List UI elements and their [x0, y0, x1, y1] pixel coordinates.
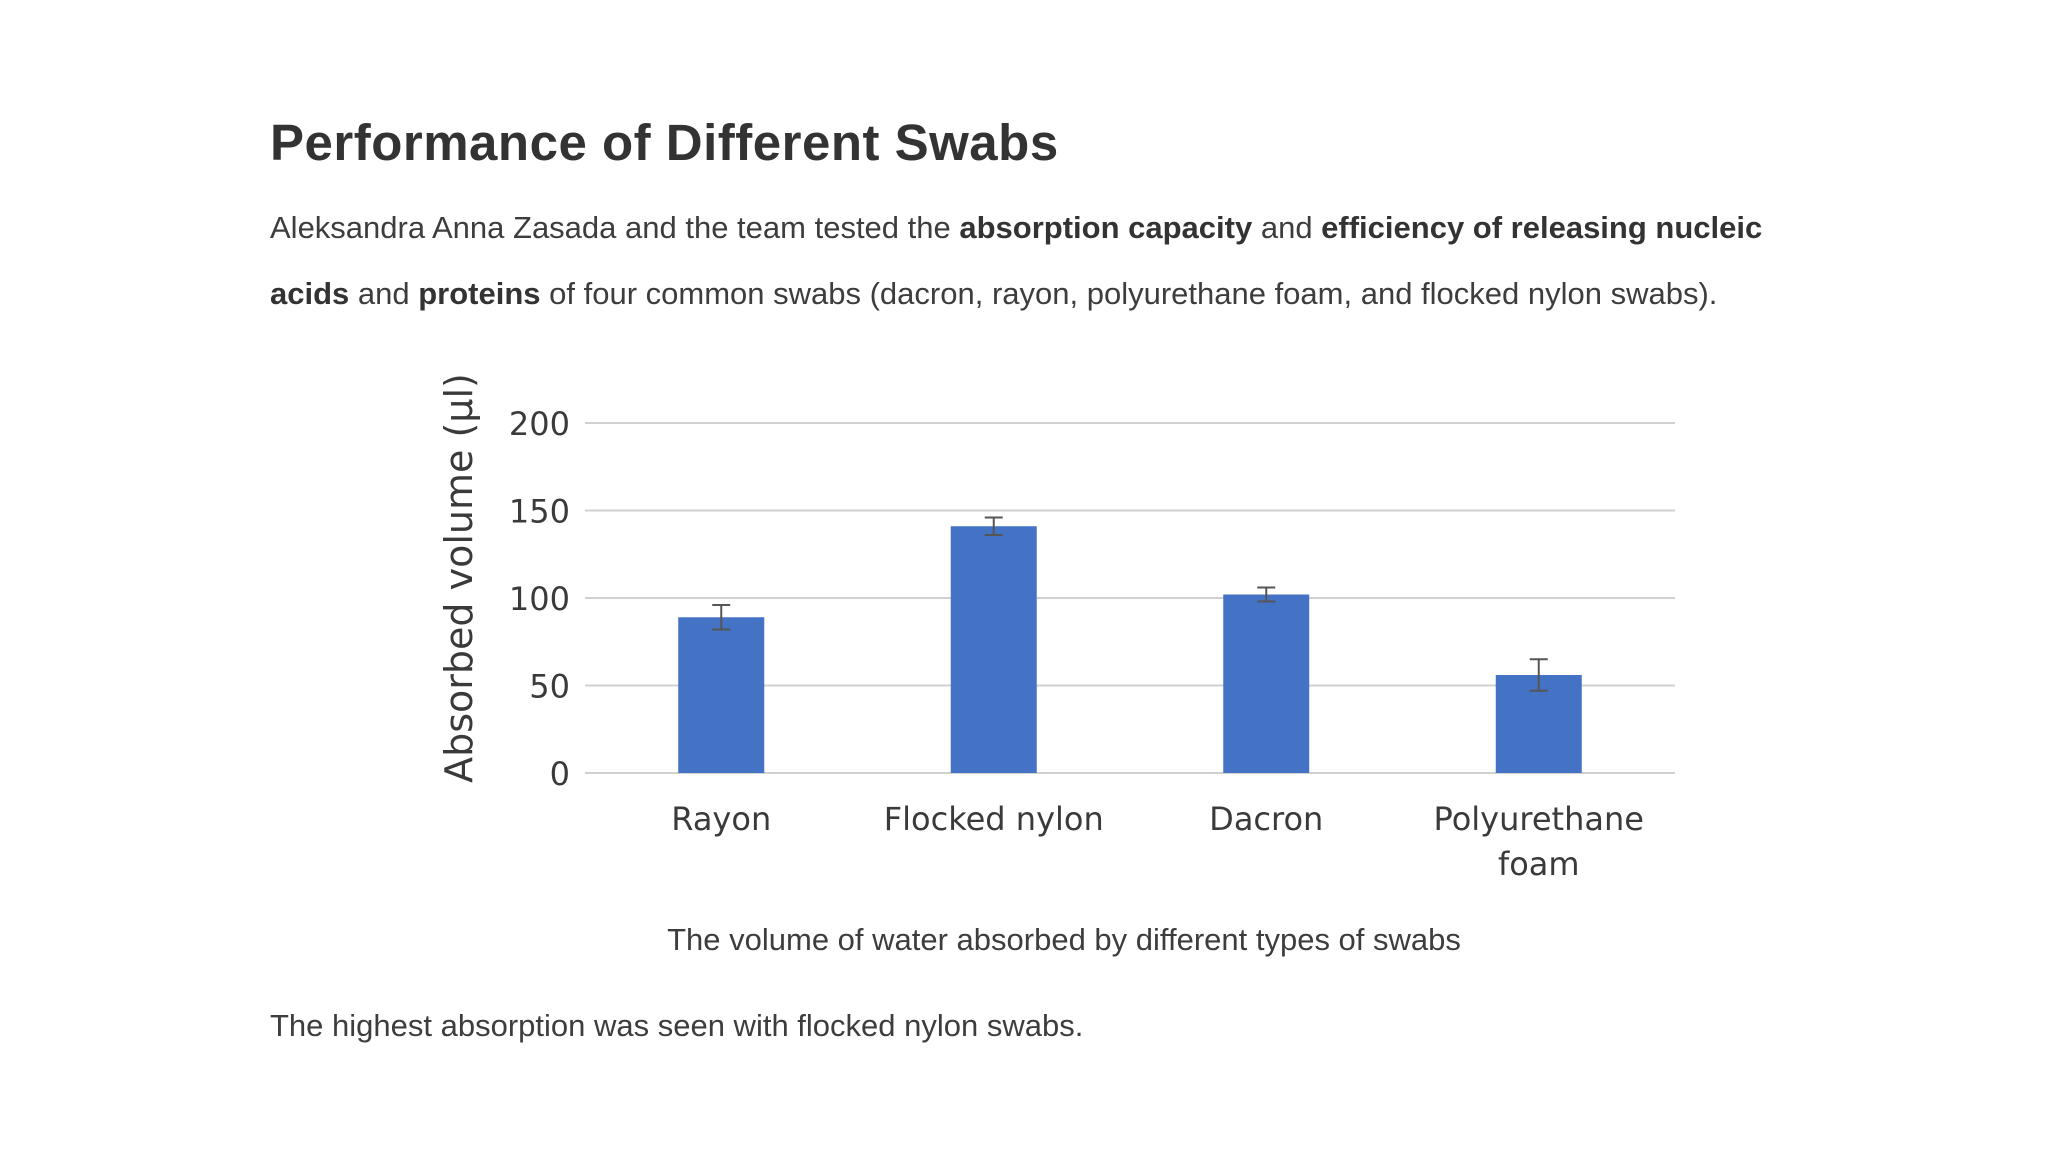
- conclusion-text: The highest absorption was seen with flo…: [270, 1008, 1084, 1043]
- bar: [678, 617, 765, 773]
- intro-bold-efficiency: efficiency of releasing nucleic acids: [270, 210, 1763, 311]
- y-tick-label: 150: [509, 493, 570, 531]
- y-tick-label: 200: [509, 405, 570, 443]
- intro-bold-absorption: absorption capacity: [959, 210, 1253, 245]
- figure-caption: The volume of water absorbed by differen…: [667, 922, 1461, 957]
- category-label: foam: [1498, 845, 1580, 883]
- category-label: Dacron: [1209, 800, 1323, 838]
- bars: [678, 526, 1582, 773]
- error-bars: [712, 516, 1548, 692]
- slide-content: Performance of Different Swabs Aleksandr…: [270, 105, 1830, 327]
- intro-text-1: Aleksandra Anna Zasada and the team test…: [270, 210, 960, 245]
- category-label: Polyurethane: [1434, 800, 1644, 838]
- intro-text-3: and: [349, 276, 419, 311]
- category-label: Rayon: [671, 800, 771, 838]
- category-label: Flocked nylon: [884, 800, 1104, 838]
- intro-bold-proteins: proteins: [418, 276, 541, 311]
- y-tick-label: 50: [529, 668, 570, 706]
- y-axis-title: Absorbed volume (µl): [437, 373, 481, 783]
- y-tick-label: 0: [550, 755, 570, 793]
- intro-text-4: of four common swabs (dacron, rayon, pol…: [540, 276, 1718, 311]
- gridlines: [585, 422, 1675, 774]
- category-labels: Rayon Flocked nylon Dacron Polyurethane foam: [671, 800, 1644, 883]
- bar-chart: 0 50 100 150 200 Rayon Flocked nylon Dacron Pol…: [430, 360, 1730, 900]
- bar-chart-svg: 0 50 100 150 200 Rayon Flocked nylon Dacron Pol…: [437, 373, 1675, 883]
- bar: [950, 526, 1037, 773]
- page-title: Performance of Different Swabs: [270, 114, 1059, 171]
- bar: [1223, 594, 1310, 773]
- y-tick-label: 100: [509, 580, 570, 618]
- intro-paragraph: Aleksandra Anna Zasada and the team test…: [270, 195, 1830, 327]
- intro-text-2: and: [1252, 210, 1322, 245]
- y-tick-labels: 0 50 100 150 200: [509, 405, 570, 793]
